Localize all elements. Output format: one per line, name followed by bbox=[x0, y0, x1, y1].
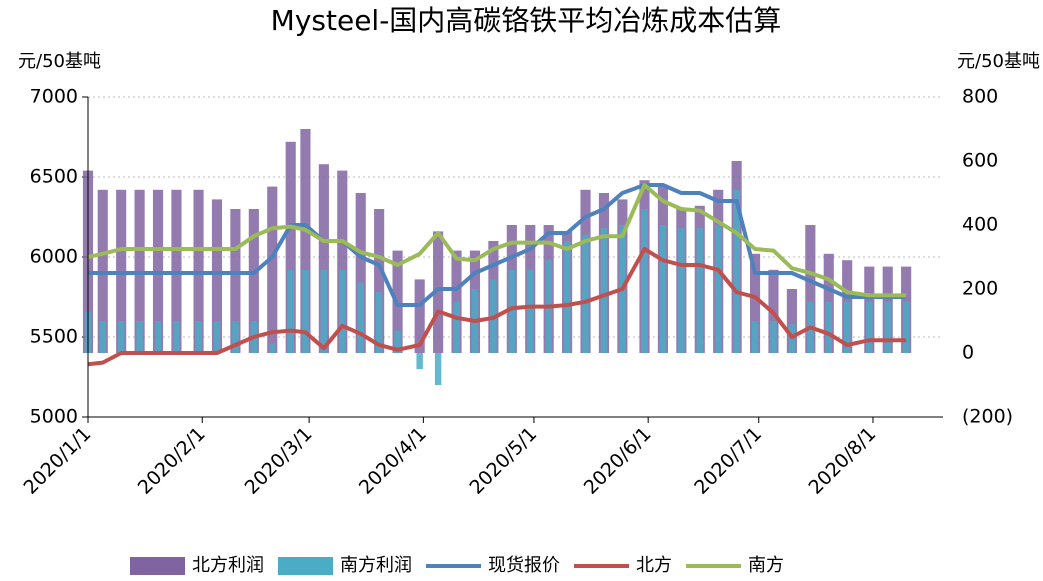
bar bbox=[563, 241, 571, 353]
x-tick-label: 2020/5/1 bbox=[465, 423, 541, 499]
bar bbox=[195, 321, 202, 353]
bar bbox=[302, 269, 309, 353]
x-tick-label: 2020/3/1 bbox=[241, 423, 317, 499]
bar bbox=[678, 228, 685, 353]
bar bbox=[136, 321, 143, 353]
y-tick-label: 5500 bbox=[30, 326, 78, 348]
bar bbox=[267, 186, 278, 353]
bar bbox=[902, 301, 910, 353]
bar bbox=[733, 189, 740, 353]
bar bbox=[232, 321, 239, 353]
y-tick-label: 7000 bbox=[30, 86, 78, 108]
bar bbox=[394, 330, 401, 353]
bar bbox=[173, 321, 180, 353]
chart-title: Mysteel-国内高碳铬铁平均冶炼成本估算 bbox=[271, 4, 782, 37]
y2-tick-label: 600 bbox=[962, 150, 998, 172]
bar bbox=[659, 225, 667, 353]
bar bbox=[527, 269, 534, 353]
line-series bbox=[87, 183, 907, 298]
bar bbox=[770, 321, 777, 353]
bar bbox=[884, 301, 891, 353]
legend-label: 南方 bbox=[748, 555, 784, 576]
x-tick-label: 2020/2/1 bbox=[134, 423, 210, 499]
bar bbox=[433, 231, 444, 353]
legend-item: 北方 bbox=[574, 555, 672, 576]
x-tick-label: 2020/8/1 bbox=[804, 423, 880, 499]
bar bbox=[751, 321, 759, 353]
bar bbox=[117, 321, 125, 353]
bar bbox=[99, 321, 106, 353]
bar bbox=[318, 164, 329, 353]
bar bbox=[230, 209, 241, 353]
bar bbox=[714, 225, 722, 353]
bar bbox=[213, 321, 221, 353]
bar bbox=[154, 321, 162, 353]
y-tick-label: 6000 bbox=[30, 246, 78, 268]
y2-tick-label: 200 bbox=[962, 278, 998, 300]
legend-label: 南方利润 bbox=[340, 555, 412, 576]
y-axis-label: 元/50基吨 bbox=[18, 51, 101, 72]
legend-item: 现货报价 bbox=[426, 555, 560, 576]
bar bbox=[641, 209, 648, 353]
x-tick-label: 2020/7/1 bbox=[690, 423, 766, 499]
bar bbox=[269, 343, 276, 353]
bar bbox=[416, 353, 423, 369]
legend-label: 现货报价 bbox=[488, 555, 560, 576]
bar bbox=[285, 141, 296, 353]
legend-label: 北方利润 bbox=[192, 555, 264, 576]
bar bbox=[355, 193, 366, 353]
bar bbox=[696, 228, 703, 353]
bar bbox=[582, 234, 589, 353]
bar bbox=[248, 209, 259, 353]
bar bbox=[211, 199, 223, 353]
bar bbox=[375, 292, 383, 353]
bar bbox=[287, 269, 294, 353]
bar bbox=[434, 353, 442, 385]
y-tick-label: 5000 bbox=[30, 406, 78, 428]
bar bbox=[805, 225, 816, 353]
bar bbox=[866, 301, 873, 353]
legend-item: 南方利润 bbox=[278, 555, 412, 576]
legend-item: 北方利润 bbox=[130, 555, 264, 576]
line-series bbox=[87, 247, 907, 367]
legend-swatch bbox=[130, 557, 185, 575]
legend-item: 南方 bbox=[686, 555, 784, 576]
bar bbox=[453, 301, 460, 353]
y2-tick-label: 400 bbox=[962, 214, 998, 236]
bar bbox=[825, 301, 832, 353]
bar bbox=[300, 129, 311, 353]
bar bbox=[843, 301, 851, 353]
bar bbox=[339, 269, 346, 353]
x-tick-label: 2020/1/1 bbox=[20, 423, 96, 499]
bar bbox=[508, 269, 516, 353]
x-tick-label: 2020/6/1 bbox=[580, 423, 656, 499]
bar bbox=[600, 228, 608, 353]
bar bbox=[337, 170, 348, 353]
y2-axis-label: 元/50基吨 bbox=[957, 51, 1040, 72]
bar bbox=[414, 279, 425, 353]
bar bbox=[374, 209, 385, 353]
x-tick-label: 2020/4/1 bbox=[355, 423, 431, 499]
bar bbox=[786, 289, 797, 353]
legend-label: 北方 bbox=[636, 555, 672, 576]
bar bbox=[357, 282, 364, 353]
line-series bbox=[88, 183, 907, 307]
y2-tick-label: (200) bbox=[962, 406, 1013, 428]
y-tick-label: 6500 bbox=[30, 166, 78, 188]
bar bbox=[320, 269, 328, 353]
y2-tick-label: 800 bbox=[962, 86, 998, 108]
legend-swatch bbox=[278, 557, 333, 575]
y2-tick-label: 0 bbox=[962, 342, 974, 364]
bar bbox=[749, 253, 761, 353]
